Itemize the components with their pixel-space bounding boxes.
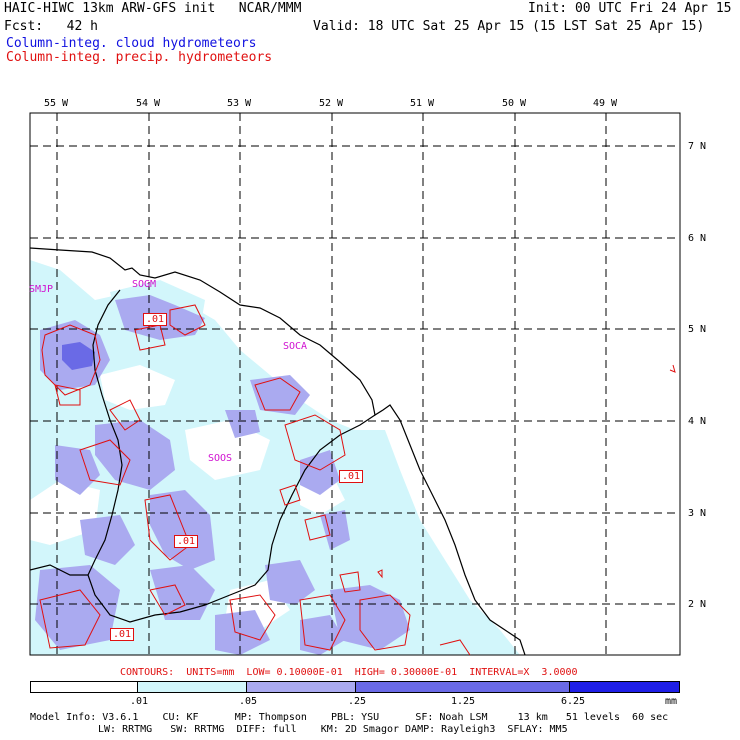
- cloud-field-medium: [330, 585, 410, 650]
- precip-contour: [79, 439, 131, 486]
- colorbar-segment: [569, 681, 680, 693]
- station-label: SOCA: [283, 341, 308, 352]
- precip-contour: [254, 377, 301, 411]
- cloud-field-light: [30, 260, 520, 655]
- clear-area: [185, 420, 270, 480]
- precip-contour: [669, 364, 676, 373]
- clear-area: [100, 365, 175, 410]
- lat-label: 7 N: [688, 141, 707, 152]
- contour-label: .01: [143, 313, 168, 326]
- precip-contour: [339, 571, 361, 593]
- precip-contour: [279, 484, 301, 506]
- lon-label: 50 W: [502, 98, 527, 109]
- cloud-field-medium: [150, 490, 215, 570]
- colorbar-segment: [355, 681, 570, 693]
- station-label: SOOS: [208, 453, 233, 464]
- colorbar-tick: 1.25: [451, 696, 476, 707]
- colorbar-segment: [246, 681, 356, 693]
- precip-contour: [109, 399, 141, 431]
- precip-contour: [359, 594, 411, 651]
- precip-contour: [39, 589, 101, 649]
- lon-label: 54 W: [136, 98, 161, 109]
- precip-contour: [439, 639, 471, 655]
- colorbar-tick: .25: [348, 696, 367, 707]
- precip-contour: [284, 414, 346, 471]
- cloud-field-medium: [215, 610, 270, 655]
- precip-contour: [229, 594, 276, 641]
- precip-contour: [299, 594, 346, 651]
- lat-label: 4 N: [688, 416, 707, 427]
- field-label-precip: Column-integ. precip. hydrometeors: [6, 50, 273, 65]
- lat-label: 3 N: [688, 508, 707, 519]
- precip-contour: [169, 304, 206, 336]
- cloud-field-medium: [80, 515, 135, 565]
- precip-contour: [134, 324, 166, 351]
- map-frame: [29, 112, 681, 656]
- valid-time: Valid: 18 UTC Sat 25 Apr 15 (15 LST Sat …: [313, 19, 705, 34]
- coastlines: [30, 247, 526, 655]
- lon-label: 49 W: [593, 98, 618, 109]
- lat-label: 6 N: [688, 233, 707, 244]
- precip-contour: [41, 324, 101, 396]
- cloud-field-medium: [320, 510, 350, 550]
- precip-contour: [377, 569, 383, 579]
- model-title: HAIC-HIWC 13km ARW-GFS init NCAR/MMM: [4, 1, 302, 16]
- precip-contour: [54, 384, 81, 406]
- colorbar-units: mm: [665, 696, 678, 707]
- cloud-field-medium: [225, 410, 260, 438]
- precip-contour: [304, 514, 331, 541]
- cloud-field-dark: [62, 342, 95, 370]
- station-label: SOGM: [132, 279, 157, 290]
- cloud-field-medium: [55, 445, 100, 495]
- lat-label: 5 N: [688, 324, 707, 335]
- cloud-field-medium: [300, 615, 345, 655]
- shaded-fields: [30, 260, 520, 655]
- precip-contour: [149, 584, 186, 616]
- colorbar-tick: .01: [130, 696, 149, 707]
- contour-label: .01: [174, 535, 199, 548]
- station-label: SMJP: [29, 284, 54, 295]
- lon-label: 53 W: [227, 98, 252, 109]
- cloud-field-medium: [300, 450, 340, 495]
- forecast-hour: Fcst: 42 h: [4, 19, 98, 34]
- contour-info: CONTOURS: UNITS=mm LOW= 0.10000E-01 HIGH…: [120, 667, 578, 678]
- colorbar-tick: .05: [239, 696, 258, 707]
- contour-label: .01: [339, 470, 364, 483]
- contour-label: .01: [110, 628, 135, 641]
- lon-label: 52 W: [319, 98, 344, 109]
- cloud-field-medium: [265, 560, 315, 605]
- lon-label: 55 W: [44, 98, 69, 109]
- cloud-field-medium: [95, 420, 175, 490]
- border-suriname-west: [30, 564, 88, 576]
- colorbar-segment: [137, 681, 247, 693]
- border-suriname-guyane: [87, 289, 376, 623]
- model-info-line1: Model Info: V3.6.1 CU: KF MP: Thompson P…: [30, 712, 669, 723]
- model-info-line2: LW: RRTMG SW: RRTMG DIFF: full KM: 2D Sm…: [98, 724, 568, 735]
- colorbar-segment: [30, 681, 138, 693]
- init-time: Init: 00 UTC Fri 24 Apr 15: [528, 1, 732, 16]
- cloud-field-medium: [250, 375, 310, 415]
- lon-label: 51 W: [410, 98, 435, 109]
- cloud-field-medium: [35, 565, 120, 650]
- lat-label: 2 N: [688, 599, 707, 610]
- coastline: [30, 247, 526, 655]
- colorbar-tick: 6.25: [561, 696, 586, 707]
- field-label-cloud: Column-integ. cloud hydrometeors: [6, 36, 257, 51]
